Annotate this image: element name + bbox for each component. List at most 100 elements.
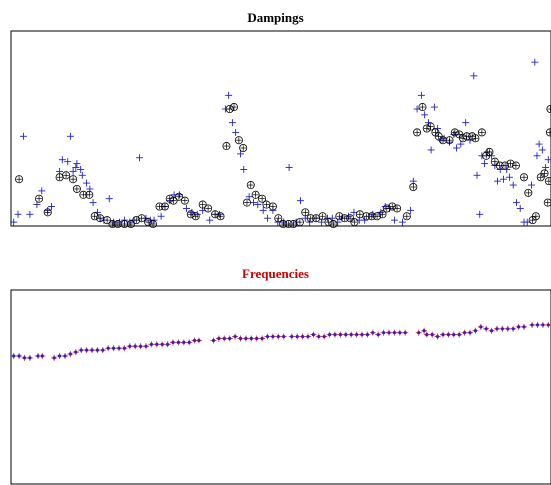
dampings-point-plus-23: [105, 195, 113, 203]
frequencies-point-plus-dot-23: [143, 343, 149, 350]
frequencies-point-plus-dot-24: [148, 341, 155, 348]
dampings-point-circle-66: [402, 212, 411, 221]
dampings-point-plus-16: [78, 171, 86, 179]
dampings-point-plus-10: [64, 158, 72, 166]
dampings-point-plus-33: [157, 212, 165, 220]
frequencies-point-plus-dot-78: [456, 331, 463, 338]
dampings-point-plus-40: [193, 210, 201, 218]
frequencies-point-plus-dot-60: [353, 331, 360, 338]
dampings-point-plus-110: [509, 181, 517, 189]
frequencies-point-plus-dot-1: [16, 352, 23, 359]
frequencies-point-plus-dot-67: [391, 329, 398, 336]
dampings-point-circle-5: [69, 175, 78, 184]
frequencies-point-plus-dot-17: [110, 345, 117, 352]
dampings-point-plus-47: [228, 119, 236, 127]
dampings-point-circle-40: [258, 194, 267, 203]
dampings-point-plus-87: [430, 103, 438, 111]
dampings-point-circle-43: [274, 214, 283, 223]
dampings-point-plus-5: [38, 187, 46, 195]
dampings-point-circle-65: [393, 204, 402, 213]
dampings-point-circle-85: [490, 157, 499, 166]
frequencies-point-plus-dot-18: [116, 345, 122, 352]
frequencies-point-plus-dot-3: [26, 354, 33, 361]
dampings-point-plus-25: [116, 218, 124, 226]
dampings-point-circle-33: [225, 105, 234, 114]
frequencies-point-plus-dot-92: [534, 321, 541, 328]
frequencies-point-plus-dot-8: [62, 352, 68, 359]
frequencies-point-plus-dot-42: [253, 335, 260, 342]
frequencies-point-plus-dot-35: [215, 335, 222, 342]
dampings-point-circle-13: [113, 220, 122, 229]
frequencies-point-plus-dot-76: [445, 331, 452, 338]
dampings-point-circle-81: [471, 134, 480, 143]
dampings-point-circle-39: [251, 190, 260, 199]
frequencies-point-plus-dot-26: [159, 341, 166, 348]
dampings-point-circle-69: [418, 103, 427, 112]
dampings-point-plus-53: [254, 201, 262, 209]
frequencies-point-plus-dot-55: [326, 331, 333, 338]
dampings-point-circle-25: [180, 196, 189, 205]
dampings-point-plus-15: [77, 165, 85, 173]
frequencies-chart-title: Frequencies: [242, 266, 309, 281]
frequencies-point-plus-dot-36: [221, 335, 228, 342]
dampings-point-circle-2: [43, 208, 52, 217]
dampings-point-circle-98: [546, 105, 551, 113]
frequencies-point-plus-dot-15: [99, 347, 106, 354]
frequencies-point-plus-dot-64: [375, 331, 382, 338]
dampings-point-plus-76: [381, 203, 389, 210]
dampings-point-plus-61: [296, 197, 304, 205]
frequencies-point-plus-dot-80: [467, 329, 473, 336]
dampings-point-plus-46: [225, 91, 233, 99]
frequencies-point-plus-dot-31: [186, 339, 193, 346]
frequencies-point-plus-dot-70: [415, 329, 422, 336]
dampings-point-circle-30: [211, 210, 220, 219]
dampings-point-circle-9: [90, 212, 99, 221]
dampings-point-circle-0: [15, 175, 24, 184]
dampings-point-circle-4: [62, 171, 71, 180]
dampings-point-plus-119: [538, 146, 546, 154]
dampings-point-circle-67: [409, 182, 418, 191]
dampings-point-circle-21: [160, 202, 169, 211]
frequencies-point-plus-dot-53: [315, 333, 322, 340]
frequencies-point-plus-dot-72: [423, 331, 430, 338]
dampings-point-circle-47: [295, 218, 304, 227]
frequencies-point-plus-dot-85: [494, 325, 500, 332]
dampings-point-plus-0: [10, 218, 18, 226]
frequencies-point-plus-dot-33: [195, 337, 202, 344]
frequencies-point-plus-dot-21: [132, 343, 139, 350]
dampings-point-circle-14: [120, 220, 129, 229]
frequencies-point-plus-dot-66: [386, 329, 392, 336]
frequencies-point-plus-dot-86: [499, 325, 506, 332]
dampings-point-plus-19: [89, 199, 97, 207]
dampings-point-plus-49: [237, 150, 244, 158]
frequencies-point-plus-dot-77: [450, 331, 457, 338]
dampings-point-plus-55: [264, 214, 271, 222]
dampings-point-circle-23: [169, 196, 178, 205]
frequencies-point-plus-dot-29: [175, 339, 182, 346]
dampings-point-circle-76: [450, 128, 459, 137]
frequencies-point-plus-dot-54: [321, 333, 328, 340]
frequencies-point-plus-dot-39: [237, 335, 244, 342]
frequencies-point-plus-dot-90: [521, 323, 527, 330]
dampings-point-circle-16: [132, 216, 141, 225]
dampings-point-plus-112: [516, 204, 524, 212]
dampings-point-circle-38: [246, 181, 255, 190]
dampings-point-plus-2: [19, 132, 27, 140]
dampings-point-circle-51: [318, 212, 327, 221]
frequencies-point-plus-dot-25: [153, 341, 160, 348]
dampings-point-circle-6: [72, 184, 81, 193]
frequencies-point-plus-dot-56: [332, 331, 338, 338]
dampings-point-plus-84: [421, 111, 429, 119]
frequencies-point-plus-dot-10: [72, 349, 79, 356]
frequencies-point-plus-dot-27: [164, 341, 171, 348]
dampings-point-plus-97: [470, 72, 478, 80]
dampings-point-circle-87: [501, 161, 510, 170]
frequencies-point-plus-dot-9: [67, 351, 74, 358]
dampings-point-circle-35: [234, 136, 243, 145]
dampings-point-plus-52: [249, 199, 257, 207]
frequencies-point-plus-dot-84: [488, 327, 495, 334]
dampings-point-circle-53: [329, 220, 338, 229]
dampings-point-plus-1: [14, 210, 22, 218]
